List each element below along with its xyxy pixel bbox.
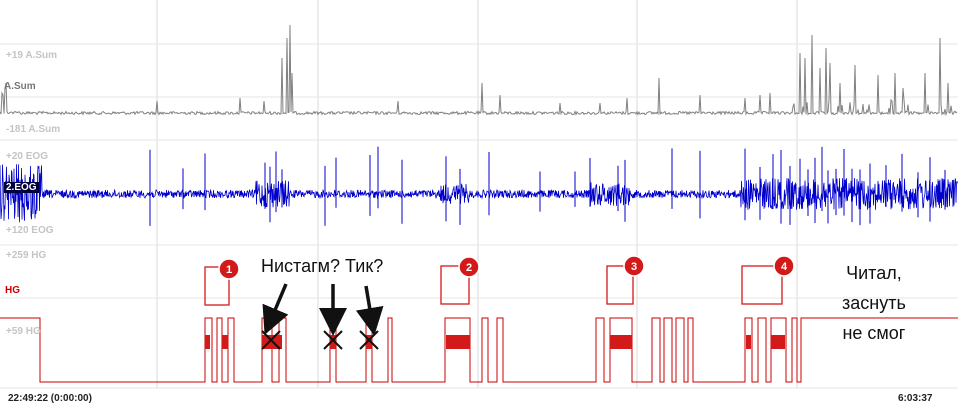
hg-event-block	[771, 335, 785, 349]
x-mark	[359, 330, 379, 350]
marker-number: 4	[781, 261, 788, 273]
marker-badge	[218, 258, 240, 280]
eog-channel-label: 2.EOG	[4, 182, 39, 193]
asum-trace	[0, 24, 958, 117]
marker-number: 3	[631, 261, 637, 273]
hg-scale-top: +259 HG	[6, 250, 47, 261]
question-annotation: Нистагм? Тик?	[261, 256, 384, 276]
hg-waveform	[0, 317, 958, 383]
marker-number: 2	[466, 262, 472, 274]
hg-event-block	[222, 335, 228, 349]
asum-scale-top: +19 A.Sum	[6, 50, 58, 61]
annotation-box	[741, 265, 783, 305]
marker-badge	[773, 255, 795, 277]
hg-event-block	[366, 335, 372, 349]
eog-trace	[0, 146, 958, 226]
hg-scale-bottom: +59 HG	[6, 326, 41, 337]
asum-scale-bottom: -181 A.Sum	[6, 124, 61, 135]
note-line-1: Читал,	[846, 263, 902, 283]
annotation-box	[440, 265, 470, 305]
marker-badge	[458, 256, 480, 278]
eog-scale-bottom: +120 EOG	[6, 225, 54, 236]
marker-number: 1	[226, 264, 232, 276]
hg-event-block	[610, 335, 632, 349]
hg-event-block	[446, 335, 470, 349]
start-time-label: 22:49:22 (0:00:00)	[8, 393, 92, 404]
asum-channel-label: A.Sum	[4, 81, 36, 92]
hg-event-block	[205, 335, 210, 349]
marker-badge	[623, 255, 645, 277]
hg-trace	[0, 317, 958, 383]
hg-event-block	[746, 335, 751, 349]
annotation-box	[606, 265, 634, 305]
eog-waveform	[0, 164, 958, 223]
annotation-arrows	[261, 283, 384, 350]
hg-channel-label: HG	[5, 285, 20, 296]
end-time-label: 6:03:37	[898, 393, 933, 404]
x-mark	[261, 330, 281, 350]
grid-lines	[0, 0, 958, 389]
hg-event-block	[330, 335, 336, 349]
x-mark	[323, 330, 343, 350]
note-line-2: заснуть	[842, 293, 906, 313]
note-line-3: не смог	[842, 323, 906, 343]
eog-scale-top: +20 EOG	[6, 151, 48, 162]
annotation-arrow	[262, 283, 289, 335]
annotation-boxes: 1 2 3 4	[204, 255, 795, 306]
annotation-box	[204, 266, 230, 306]
annotation-arrow	[355, 285, 384, 336]
asum-waveform	[0, 24, 958, 117]
note-annotation: Читал, заснуть не смог	[842, 258, 906, 348]
